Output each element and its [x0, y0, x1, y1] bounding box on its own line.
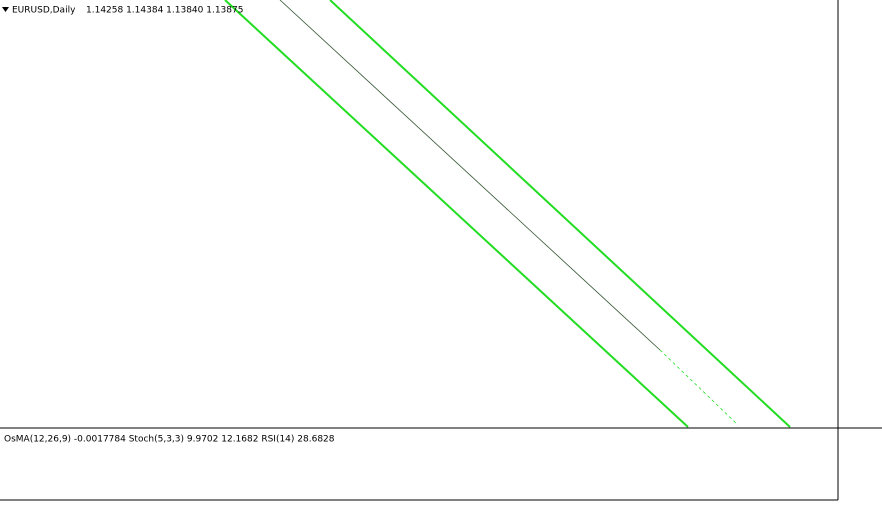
trend-channel	[224, 0, 791, 428]
channel-line	[224, 0, 689, 428]
channel-midline	[659, 349, 739, 426]
indicator-title: OsMA(12,26,9) -0.0017784 Stoch(5,3,3) 9.…	[4, 435, 335, 445]
channel-midline	[279, 0, 661, 351]
channel-line	[329, 0, 791, 428]
menu-arrow[interactable]	[2, 7, 9, 12]
ohlc-label: 1.14258 1.14384 1.13840 1.13875	[86, 6, 243, 16]
symbol-label: EURUSD,Daily	[12, 6, 76, 16]
